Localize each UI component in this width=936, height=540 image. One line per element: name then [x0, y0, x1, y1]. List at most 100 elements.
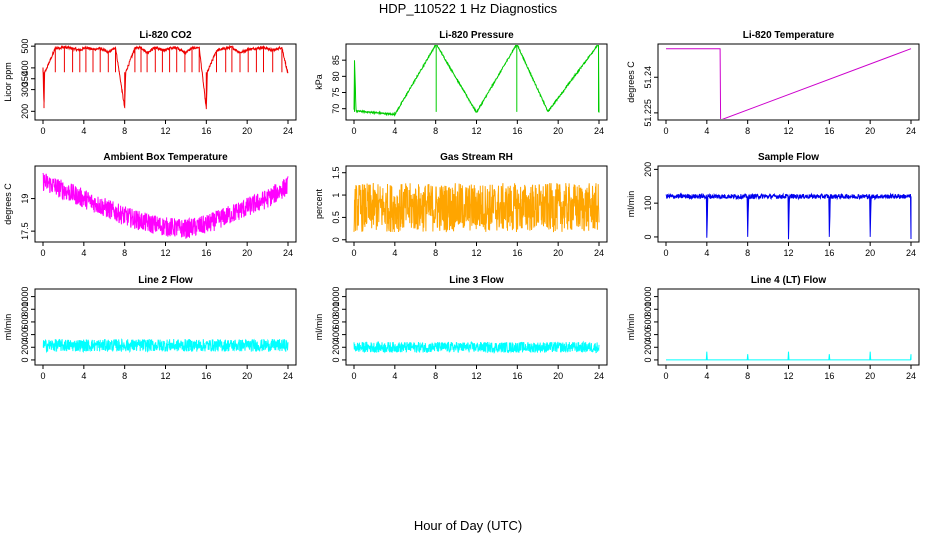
- x-axis-title: Hour of Day (UTC): [413, 518, 523, 533]
- x-tick-label: 8: [745, 248, 750, 258]
- y-tick-label: 400: [20, 327, 30, 342]
- y-tick-label: 75: [331, 88, 341, 98]
- plot-frame: [34, 288, 297, 366]
- x-tick-label: 0: [663, 126, 668, 136]
- x-tick-label: 4: [81, 371, 86, 381]
- x-tick-label: 12: [783, 126, 793, 136]
- x-tick-label: 8: [433, 248, 438, 258]
- panel-6: Sample Flow 0 4 8 12 16 20 24 0 100 200 ml/min: [626, 152, 920, 258]
- x-tick-label: 0: [351, 126, 356, 136]
- series-line-co2: [42, 45, 289, 110]
- y-tick-label: 350: [20, 71, 30, 86]
- series-line-box-temp: [42, 172, 289, 239]
- panel-title: Line 3 Flow: [449, 275, 504, 286]
- x-tick-label: 12: [160, 371, 170, 381]
- y-tick-label: 100: [643, 196, 653, 211]
- x-tick-label: 0: [351, 248, 356, 258]
- x-tick-label: 20: [865, 371, 875, 381]
- panel-title: Line 2 Flow: [138, 275, 193, 286]
- x-tick-label: 8: [433, 371, 438, 381]
- x-tick-label: 8: [122, 126, 127, 136]
- y-tick-label: 1: [331, 193, 341, 198]
- x-tick-label: 16: [824, 126, 834, 136]
- y-tick-label: 0: [331, 237, 341, 242]
- x-tick-label: 0: [663, 371, 668, 381]
- x-tick-label: 20: [242, 371, 252, 381]
- y-tick-label: 0: [643, 357, 653, 362]
- x-tick-label: 12: [471, 248, 481, 258]
- y-tick-label: 200: [20, 104, 30, 119]
- panel-title: Li-820 Pressure: [439, 30, 514, 41]
- series-line-line-2: [42, 338, 289, 354]
- x-tick-label: 16: [512, 126, 522, 136]
- y-axis-label: percent: [314, 188, 324, 219]
- y-tick-label: 400: [331, 327, 341, 342]
- y-tick-label: 600: [331, 314, 341, 329]
- y-tick-label: 400: [20, 60, 30, 75]
- x-tick-label: 24: [594, 248, 604, 258]
- x-tick-label: 16: [824, 371, 834, 381]
- y-tick-label: 51.225: [643, 99, 653, 127]
- y-tick-label: 800: [20, 302, 30, 317]
- y-axis-label: kPa: [314, 74, 324, 90]
- x-tick-label: 24: [906, 126, 916, 136]
- x-tick-label: 24: [283, 371, 293, 381]
- y-tick-label: 85: [331, 55, 341, 65]
- y-tick-label: 0: [643, 234, 653, 239]
- x-tick-label: 16: [201, 248, 211, 258]
- series-line-line-4: [666, 351, 912, 361]
- x-tick-label: 8: [122, 248, 127, 258]
- x-tick-label: 8: [745, 371, 750, 381]
- panel-4: Ambient Box Temperature 0 4 8 12 16 20 24 17.5 19…: [3, 152, 297, 258]
- y-axis-label: ml/min: [314, 314, 324, 341]
- x-tick-label: 4: [392, 248, 397, 258]
- y-tick-label: 300: [20, 82, 30, 97]
- y-axis-label: degrees C: [3, 183, 13, 225]
- x-tick-label: 12: [160, 126, 170, 136]
- plot-frame: [657, 43, 920, 121]
- y-tick-label: 200: [643, 162, 653, 177]
- page-title: HDP_110522 1 Hz Diagnostics: [378, 1, 558, 16]
- y-tick-label: 600: [643, 314, 653, 329]
- plot-frame: [345, 43, 608, 121]
- y-tick-label: 70: [331, 104, 341, 114]
- x-tick-label: 12: [160, 248, 170, 258]
- x-tick-label: 4: [704, 126, 709, 136]
- y-tick-label: 51.24: [643, 66, 653, 89]
- series-line-pressure: [353, 45, 600, 117]
- x-tick-label: 20: [242, 126, 252, 136]
- panel-title: Gas Stream RH: [440, 152, 513, 163]
- x-tick-label: 4: [392, 126, 397, 136]
- x-tick-label: 24: [906, 248, 916, 258]
- y-tick-label: 0: [331, 357, 341, 362]
- x-tick-label: 8: [122, 371, 127, 381]
- x-tick-label: 12: [471, 126, 481, 136]
- x-tick-label: 24: [283, 248, 293, 258]
- y-tick-label: 400: [643, 327, 653, 342]
- x-tick-label: 24: [594, 371, 604, 381]
- x-tick-label: 4: [704, 248, 709, 258]
- y-axis-label: ml/min: [626, 314, 636, 341]
- y-tick-label: 200: [20, 340, 30, 355]
- x-tick-label: 20: [865, 248, 875, 258]
- y-axis-label: Licor ppm: [3, 62, 13, 102]
- y-tick-label: 800: [331, 302, 341, 317]
- x-tick-label: 8: [433, 126, 438, 136]
- x-tick-label: 20: [242, 248, 252, 258]
- x-tick-label: 8: [745, 126, 750, 136]
- plot-frame: [345, 288, 608, 366]
- x-tick-label: 4: [81, 248, 86, 258]
- y-tick-label: 1000: [331, 287, 341, 307]
- y-tick-label: 0.5: [331, 211, 341, 224]
- panel-3: Li-820 Temperature 0 4 8 12 16 20 24 51.225 51.24…: [626, 30, 920, 136]
- x-tick-label: 0: [40, 371, 45, 381]
- x-tick-label: 24: [906, 371, 916, 381]
- x-tick-label: 4: [81, 126, 86, 136]
- series-line-rh: [353, 182, 600, 233]
- y-axis-label: degrees C: [626, 61, 636, 103]
- y-tick-label: 1000: [20, 287, 30, 307]
- y-tick-label: 600: [20, 314, 30, 329]
